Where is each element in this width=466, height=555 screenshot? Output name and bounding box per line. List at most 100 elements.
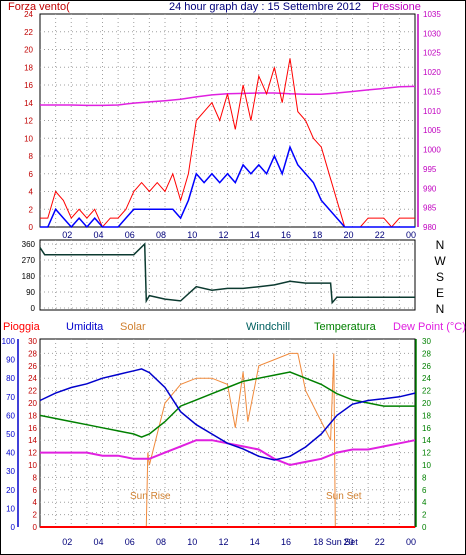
compass-label: N [436, 302, 445, 316]
tick-label: 2 [29, 205, 34, 214]
tick-label: 22 [28, 387, 37, 396]
tick-label: 1000 [423, 146, 441, 155]
tick-label: 1035 [423, 10, 441, 19]
tick-label: 24 [24, 10, 33, 19]
legend-solar: Solar [120, 321, 146, 333]
tick-label: 30 [28, 337, 37, 346]
tick-label: 28 [28, 349, 37, 358]
tick-label: 980 [423, 223, 437, 232]
pressure-axis-label: Pressione [372, 1, 421, 13]
tick-label: 0 [33, 523, 38, 532]
tick-label: 990 [423, 184, 437, 193]
weather-grid [40, 339, 415, 527]
tick-label: 8 [29, 152, 34, 161]
tick-label: 10 [422, 461, 431, 470]
tick-label: 12 [24, 117, 33, 126]
tick-label: 30 [422, 337, 431, 346]
sunset-annotation: Sun Set [326, 491, 362, 502]
wind-axis-label: Forza vento( [8, 1, 70, 13]
tick-label: 14 [28, 436, 37, 445]
tick-label: 18 [422, 411, 431, 420]
tick-label: 180 [22, 272, 36, 281]
tick-label: 10 [28, 461, 37, 470]
tick-label: 18 [24, 63, 33, 72]
legend-dewpoint: Dew Point (°C) [393, 321, 466, 333]
tick-label: 0 [29, 223, 34, 232]
tick-label: 12 [218, 537, 228, 547]
tick-label: 16 [422, 424, 431, 433]
tick-label: 1030 [423, 29, 441, 38]
tick-label: 2 [422, 511, 427, 520]
tick-label: 14 [250, 230, 260, 240]
tick-label: 10 [24, 134, 33, 143]
tick-label: 10 [187, 537, 197, 547]
tick-label: 16 [24, 81, 33, 90]
compass-label: N [436, 238, 445, 252]
tick-label: 100 [2, 337, 16, 346]
tick-label: 26 [422, 362, 431, 371]
tick-label: 4 [33, 498, 38, 507]
tick-label: 60 [6, 411, 15, 420]
tick-label: 22 [24, 28, 33, 37]
tick-label: 1010 [423, 107, 441, 116]
tick-label: 1015 [423, 87, 441, 96]
tick-label: 20 [28, 399, 37, 408]
tick-label: 20 [6, 486, 15, 495]
tick-label: 90 [26, 288, 35, 297]
tick-label: 80 [6, 374, 15, 383]
tick-label: 18 Sun Set [313, 537, 358, 547]
wind-direction-grid [40, 240, 415, 310]
tick-label: 0 [31, 304, 36, 313]
tick-label: 28 [422, 349, 431, 358]
tick-label: 4 [422, 498, 427, 507]
series-humidity [39, 368, 416, 461]
tick-label: 2 [33, 511, 38, 520]
tick-label: 16 [281, 537, 291, 547]
series-wind-average [40, 144, 415, 229]
tick-label: 90 [6, 356, 15, 365]
tick-label: 1025 [423, 49, 441, 58]
wind-direction-left-axis: 0 90 180 270 360 [22, 240, 36, 313]
tick-label: 995 [423, 165, 437, 174]
tick-label: 10 [187, 230, 197, 240]
wind-x-axis: 02 04 06 08 10 12 14 16 18 20 22 00 [62, 230, 416, 240]
sunrise-annotation: Sun Rise [130, 491, 171, 502]
wind-direction-plot-area [39, 239, 416, 311]
tick-label: 0 [11, 523, 16, 532]
legend-pioggia: Pioggia [3, 321, 41, 333]
tick-label: 14 [422, 436, 431, 445]
tick-label: 6 [33, 486, 38, 495]
tick-label: 22 [375, 537, 385, 547]
tick-label: 20 [24, 46, 33, 55]
tick-label: 360 [22, 240, 36, 249]
tick-label: 02 [62, 537, 72, 547]
wind-grid [40, 14, 415, 227]
tick-label: 14 [24, 99, 33, 108]
tick-label: 4 [29, 188, 34, 197]
compass-label: W [434, 254, 446, 268]
tick-label: 22 [375, 230, 385, 240]
tick-label: 270 [22, 256, 36, 265]
tick-label: 16 [28, 424, 37, 433]
tick-label: 12 [28, 449, 37, 458]
tick-label: 24 [422, 374, 431, 383]
tick-label: 04 [93, 537, 103, 547]
tick-label: 22 [422, 387, 431, 396]
legend-temperatura: Temperatura [314, 321, 377, 333]
tick-label: 40 [6, 449, 15, 458]
series-wind-direction [39, 242, 415, 305]
tick-label: 14 [250, 537, 260, 547]
tick-label: 20 [343, 230, 353, 240]
tick-label: 26 [28, 362, 37, 371]
chart-title: 24 hour graph day : 15 Settembre 2012 [169, 1, 361, 13]
tick-label: 985 [423, 204, 437, 213]
tick-label: 50 [6, 430, 15, 439]
